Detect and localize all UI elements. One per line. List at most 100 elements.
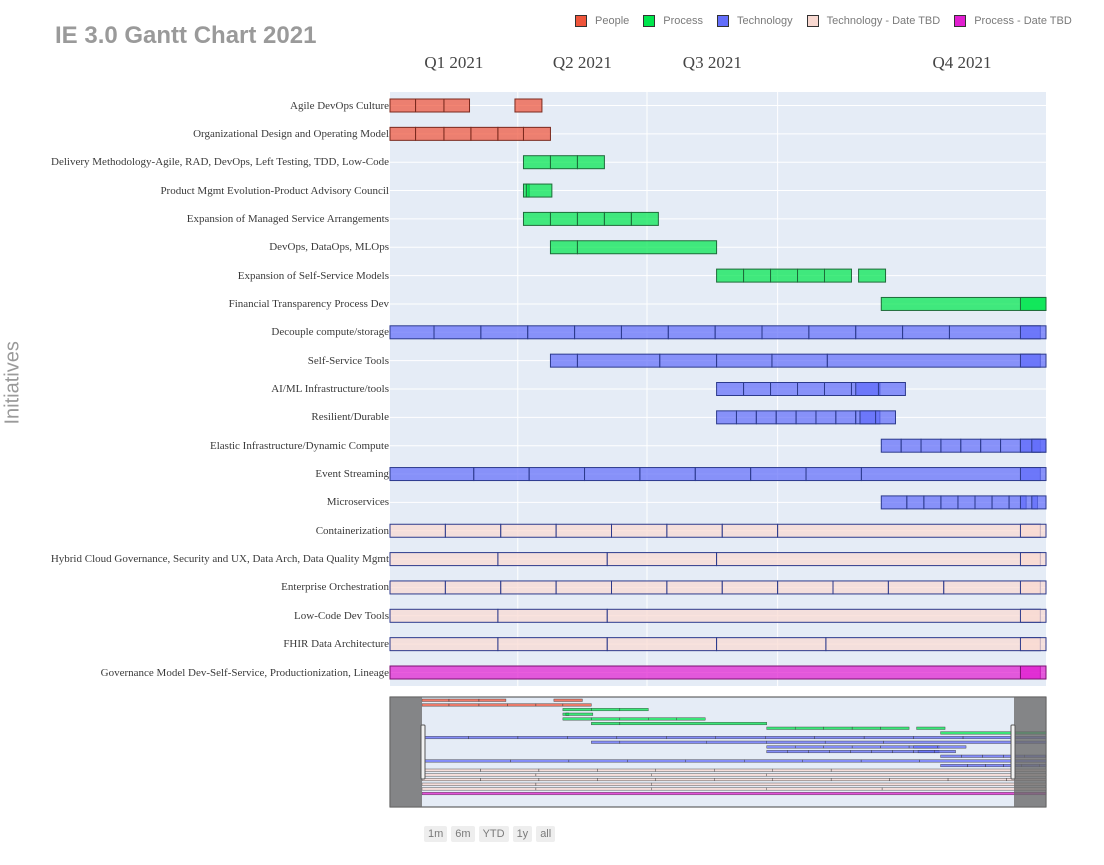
legend-item[interactable]: Process (643, 15, 703, 27)
gantt-bar[interactable] (389, 665, 1041, 680)
gantt-bar[interactable] (815, 410, 837, 425)
gantt-bar[interactable] (860, 467, 1041, 482)
gantt-bar[interactable] (770, 382, 799, 396)
gantt-bar[interactable] (389, 552, 499, 567)
gantt-bar[interactable] (389, 325, 435, 340)
gantt-bar[interactable] (497, 637, 608, 652)
gantt-bar[interactable] (1019, 637, 1047, 652)
legend[interactable]: People Process Technology Technology - Date… (575, 12, 1086, 30)
gantt-bar[interactable] (630, 211, 659, 226)
gantt-bar[interactable] (761, 325, 810, 340)
gantt-bar[interactable] (823, 268, 852, 283)
gantt-bar[interactable] (771, 353, 828, 368)
gantt-bar[interactable] (1031, 438, 1047, 453)
gantt-bar[interactable] (574, 325, 622, 340)
gantt-bar[interactable] (389, 580, 446, 595)
gantt-bar[interactable] (415, 126, 445, 141)
gantt-bar[interactable] (525, 183, 553, 198)
gantt-bar[interactable] (444, 580, 502, 595)
gantt-bar[interactable] (755, 410, 777, 425)
gantt-bar[interactable] (603, 211, 632, 226)
gantt-bar[interactable] (443, 126, 472, 141)
range-button[interactable]: 6m (451, 826, 475, 842)
gantt-bar[interactable] (797, 382, 825, 396)
gantt-bar[interactable] (415, 98, 445, 113)
gantt-bar[interactable] (957, 495, 976, 510)
gantt-bar[interactable] (620, 325, 669, 340)
gantt-bar[interactable] (1000, 438, 1021, 453)
gantt-bar[interactable] (473, 467, 530, 482)
gantt-bar[interactable] (694, 467, 752, 482)
gantt-bar[interactable] (497, 608, 608, 623)
gantt-bar[interactable] (497, 126, 524, 141)
gantt-bar[interactable] (805, 467, 862, 482)
gantt-bar[interactable] (877, 382, 906, 396)
gantt-bar[interactable] (797, 268, 825, 283)
gantt-bar[interactable] (940, 495, 959, 510)
gantt-bar[interactable] (880, 495, 908, 510)
gantt-bar[interactable] (1019, 467, 1047, 482)
gantt-bar[interactable] (1019, 523, 1047, 538)
gantt-bar[interactable] (576, 211, 605, 226)
legend-item[interactable]: Process - Date TBD (954, 15, 1072, 27)
gantt-bar[interactable] (1031, 495, 1047, 510)
gantt-bar[interactable] (389, 608, 499, 623)
gantt-bar[interactable] (576, 240, 718, 255)
gantt-bar[interactable] (389, 523, 446, 538)
range-slider-handle-left[interactable] (420, 724, 426, 780)
gantt-bar[interactable] (923, 495, 942, 510)
gantt-bar[interactable] (659, 353, 718, 368)
gantt-bar[interactable] (549, 240, 578, 255)
gantt-bar[interactable] (500, 523, 557, 538)
gantt-bar[interactable] (470, 126, 499, 141)
gantt-bar[interactable] (389, 467, 475, 482)
gantt-bar[interactable] (1019, 665, 1047, 680)
gantt-bar[interactable] (1019, 608, 1047, 623)
gantt-bar[interactable] (666, 523, 723, 538)
gantt-bar[interactable] (611, 523, 668, 538)
gantt-bar[interactable] (667, 325, 716, 340)
gantt-bar[interactable] (721, 523, 779, 538)
gantt-bar[interactable] (555, 580, 613, 595)
gantt-bar[interactable] (858, 268, 887, 283)
gantt-bar[interactable] (940, 438, 962, 453)
gantt-bar[interactable] (875, 410, 896, 425)
gantt-bar[interactable] (835, 410, 857, 425)
range-selector[interactable]: 1m 6m YTD 1y all (424, 826, 559, 842)
gantt-bar[interactable] (887, 580, 945, 595)
gantt-bar[interactable] (750, 467, 807, 482)
gantt-bar[interactable] (855, 382, 881, 396)
gantt-bar[interactable] (389, 126, 417, 141)
gantt-bar[interactable] (1019, 580, 1047, 595)
gantt-bar[interactable] (584, 467, 641, 482)
gantt-bar[interactable] (666, 580, 723, 595)
gantt-bar[interactable] (606, 608, 1041, 623)
gantt-bar[interactable] (549, 353, 578, 368)
gantt-bar[interactable] (576, 353, 661, 368)
gantt-bar[interactable] (606, 552, 718, 567)
gantt-bar[interactable] (714, 325, 763, 340)
gantt-bar[interactable] (743, 382, 772, 396)
range-slider-handle-right[interactable] (1010, 724, 1016, 780)
range-button[interactable]: all (536, 826, 556, 842)
legend-item[interactable]: Technology (717, 15, 793, 27)
gantt-bar[interactable] (716, 637, 827, 652)
gantt-bar[interactable] (497, 552, 608, 567)
gantt-bar[interactable] (775, 410, 797, 425)
gantt-bar[interactable] (974, 495, 993, 510)
gantt-bar[interactable] (777, 523, 1041, 538)
gantt-bar[interactable] (777, 580, 834, 595)
gantt-bar[interactable] (960, 438, 982, 453)
gantt-bar[interactable] (716, 382, 745, 396)
gantt-bar[interactable] (808, 325, 857, 340)
gantt-bar[interactable] (527, 325, 576, 340)
gantt-bar[interactable] (743, 268, 772, 283)
gantt-bar[interactable] (832, 580, 889, 595)
gantt-bar[interactable] (1019, 296, 1047, 311)
gantt-bar[interactable] (902, 325, 950, 340)
gantt-bar[interactable] (514, 98, 543, 113)
gantt-bar[interactable] (716, 410, 737, 425)
gantt-bar[interactable] (444, 523, 502, 538)
gantt-bar[interactable] (433, 325, 482, 340)
gantt-bar[interactable] (639, 467, 696, 482)
